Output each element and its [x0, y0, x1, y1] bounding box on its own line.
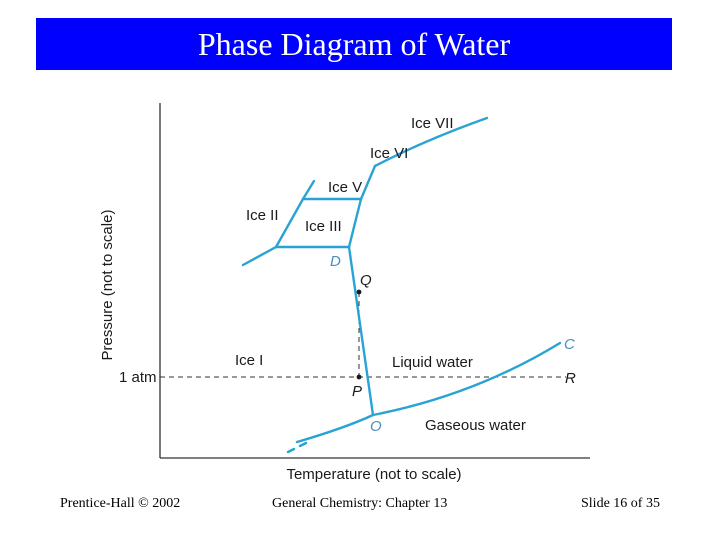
label-point-p: P: [352, 383, 362, 400]
label-ice-i: Ice I: [235, 352, 263, 369]
vaporization-curve: [371, 341, 562, 417]
ice-v-liquid-boundary: [359, 164, 377, 201]
footer-copyright: Prentice-Hall © 2002: [60, 496, 181, 511]
ice-ii-upper-boundary: [301, 179, 316, 201]
ice-iii-liquid-boundary: [347, 197, 363, 249]
label-ice-vi: Ice VI: [370, 145, 408, 162]
ice-vi-liquid-boundary: [373, 116, 489, 168]
label-gaseous-water: Gaseous water: [425, 417, 526, 434]
footer-slide-number: Slide 16 of 35: [581, 496, 660, 511]
ice-ii-ice-iii-boundary: [274, 197, 305, 249]
label-point-q: Q: [360, 272, 372, 289]
ice-i-ice-ii-boundary: [241, 245, 278, 267]
label-ice-iii: Ice III: [305, 218, 342, 235]
label-ice-vii: Ice VII: [411, 115, 454, 132]
label-point-r: R: [565, 370, 576, 387]
x-axis-label: Temperature (not to scale): [286, 466, 461, 483]
y-axis-label: Pressure (not to scale): [99, 210, 116, 361]
sublimation-curve-tail-1: [286, 447, 296, 454]
title-bar: Phase Diagram of Water: [36, 18, 672, 70]
label-point-c: C: [564, 336, 575, 353]
point-p-marker: [356, 374, 362, 380]
sublimation-curve: [295, 413, 375, 444]
footer-chapter: General Chemistry: Chapter 13: [272, 496, 448, 511]
one-atm-label: 1 atm: [119, 369, 157, 386]
label-point-d: D: [330, 253, 341, 270]
ice-i-liquid-boundary: [347, 245, 375, 417]
label-point-o: O: [370, 418, 382, 435]
label-liquid-water: Liquid water: [392, 354, 473, 371]
phase-boundaries: [241, 116, 562, 454]
label-ice-v: Ice V: [328, 179, 362, 196]
label-ice-ii: Ice II: [246, 207, 279, 224]
point-q-marker: [356, 289, 362, 295]
sublimation-curve-tail-2: [298, 441, 308, 448]
slide-title: Phase Diagram of Water: [197, 26, 511, 62]
